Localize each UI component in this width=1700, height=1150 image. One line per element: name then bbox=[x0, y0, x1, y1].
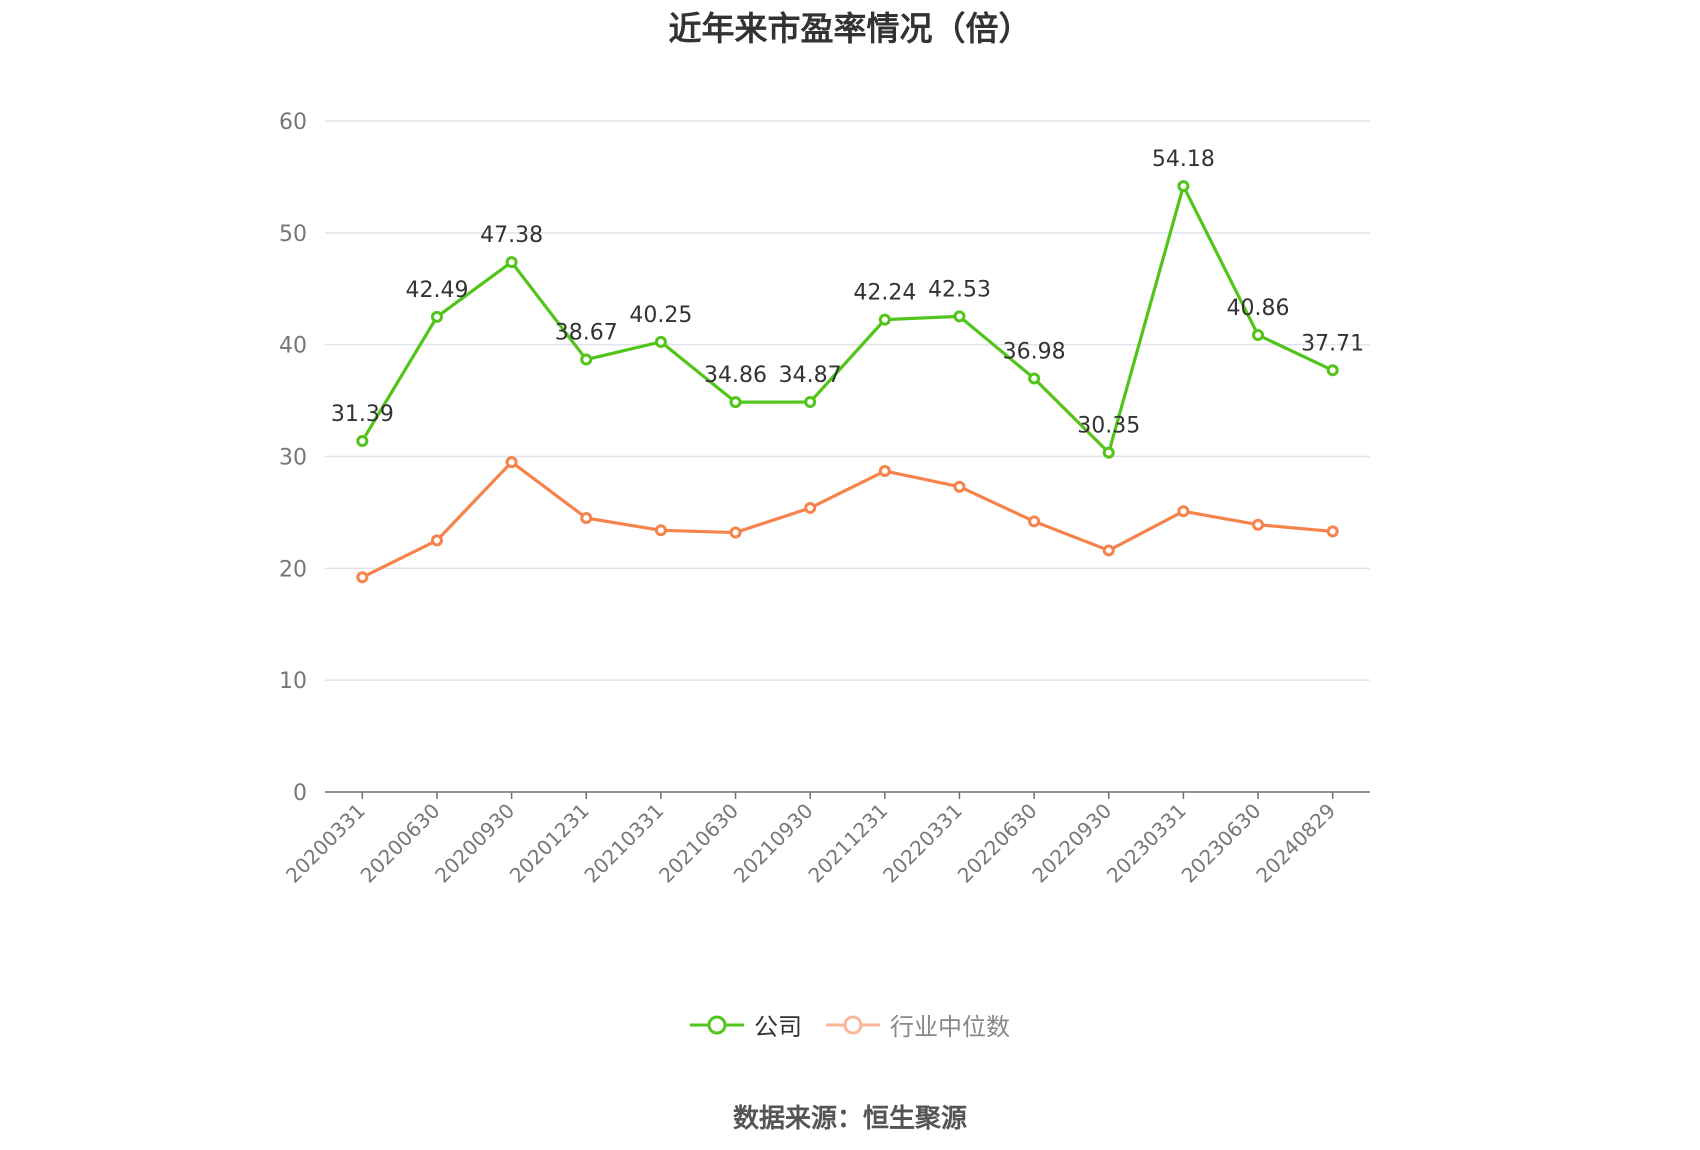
data-label-company: 42.49 bbox=[405, 278, 468, 303]
series-company-point bbox=[804, 396, 817, 409]
data-label-company: 30.35 bbox=[1077, 414, 1140, 439]
legend-company-swatch-icon bbox=[690, 1015, 744, 1034]
data-labels: 31.39 42.49 47.38 38.67 40.25 34.86 34.87 42.24… bbox=[331, 147, 1364, 438]
series-company-point bbox=[1102, 446, 1115, 459]
data-label-company: 42.53 bbox=[928, 277, 991, 302]
x-tick-label: 20230630 bbox=[1177, 799, 1266, 888]
legend-item-company[interactable]: 公司 bbox=[690, 1007, 802, 1042]
chart-title: 近年来市盈率情况（倍） bbox=[668, 9, 1032, 48]
legend-item-industry-median[interactable]: 行业中位数 bbox=[826, 1007, 1010, 1042]
y-tick-label: 60 bbox=[279, 110, 307, 135]
series-industry-line bbox=[361, 460, 1333, 579]
x-tick-label: 20220930 bbox=[1027, 799, 1116, 888]
data-label-company: 36.98 bbox=[1003, 339, 1066, 364]
y-tick-label: 30 bbox=[279, 446, 307, 471]
y-tick-label: 50 bbox=[279, 222, 307, 247]
data-label-company: 38.67 bbox=[555, 321, 618, 346]
x-tick-label: 20200630 bbox=[356, 799, 445, 888]
x-tick-label: 20240829 bbox=[1251, 799, 1340, 888]
data-label-company: 34.86 bbox=[704, 363, 767, 388]
data-label-company: 37.71 bbox=[1301, 331, 1364, 356]
series-company-point bbox=[1326, 364, 1339, 377]
data-label-company: 54.18 bbox=[1152, 147, 1215, 172]
x-tick-label: 20210930 bbox=[729, 799, 818, 888]
x-tick-label: 20200331 bbox=[281, 799, 370, 888]
x-tick-label: 20201231 bbox=[505, 799, 594, 888]
x-tick-label: 20200930 bbox=[430, 799, 519, 888]
x-tick-label: 20210331 bbox=[579, 799, 668, 888]
data-label-company: 47.38 bbox=[480, 223, 543, 248]
x-tick-label: 20211231 bbox=[803, 799, 892, 888]
legend: 公司 行业中位数 bbox=[0, 1007, 1700, 1042]
series-company-point bbox=[1252, 329, 1265, 342]
series-company-point bbox=[356, 434, 369, 447]
axes: 0102030405060202003312020063020200930202… bbox=[279, 110, 1370, 888]
x-tick-label: 20230331 bbox=[1102, 799, 1191, 888]
series-industry-point bbox=[1177, 505, 1190, 518]
x-tick-label: 20210630 bbox=[654, 799, 743, 888]
series-industry-point bbox=[1326, 525, 1339, 538]
data-source-note: 数据来源：恒生聚源 bbox=[732, 1104, 967, 1134]
series-company-point bbox=[430, 310, 443, 323]
series-industry-point bbox=[878, 465, 891, 478]
x-tick-label: 20220630 bbox=[953, 799, 1042, 888]
series-industry-point bbox=[804, 501, 817, 514]
data-label-company: 31.39 bbox=[331, 402, 394, 427]
series-company-point bbox=[953, 310, 966, 323]
series-company-point bbox=[505, 256, 518, 269]
series-industry-point bbox=[505, 456, 518, 469]
series-industry-point bbox=[1102, 544, 1115, 557]
x-tick-label: 20220331 bbox=[878, 799, 967, 888]
data-label-company: 34.87 bbox=[779, 363, 842, 388]
grid-lines bbox=[325, 120, 1370, 681]
series-company-line bbox=[360, 184, 1334, 455]
legend-industry-swatch-icon bbox=[826, 1015, 880, 1034]
series-industry-point bbox=[654, 524, 667, 537]
series-layer bbox=[356, 180, 1339, 584]
series-company-point bbox=[1177, 180, 1190, 193]
data-label-company: 40.25 bbox=[629, 303, 692, 328]
series-company-point bbox=[1028, 372, 1041, 385]
y-tick-label: 10 bbox=[279, 669, 307, 694]
series-company-point bbox=[878, 313, 891, 326]
series-industry-point bbox=[356, 571, 369, 584]
series-industry-point bbox=[1028, 515, 1041, 528]
series-industry-point bbox=[1252, 518, 1265, 531]
data-label-company: 40.86 bbox=[1227, 296, 1290, 321]
series-industry-point bbox=[953, 480, 966, 493]
series-company-point bbox=[654, 335, 667, 348]
y-tick-label: 0 bbox=[293, 781, 307, 806]
series-company-point bbox=[729, 396, 742, 409]
data-label-company: 42.24 bbox=[853, 281, 916, 306]
series-industry-point bbox=[430, 534, 443, 547]
y-tick-label: 20 bbox=[279, 557, 307, 582]
series-industry-point bbox=[729, 526, 742, 539]
y-tick-label: 40 bbox=[279, 334, 307, 359]
series-company-point bbox=[580, 353, 593, 366]
legend-company-label: 公司 bbox=[754, 1013, 802, 1041]
series-industry-point bbox=[580, 512, 593, 525]
legend-industry-label: 行业中位数 bbox=[890, 1013, 1010, 1041]
